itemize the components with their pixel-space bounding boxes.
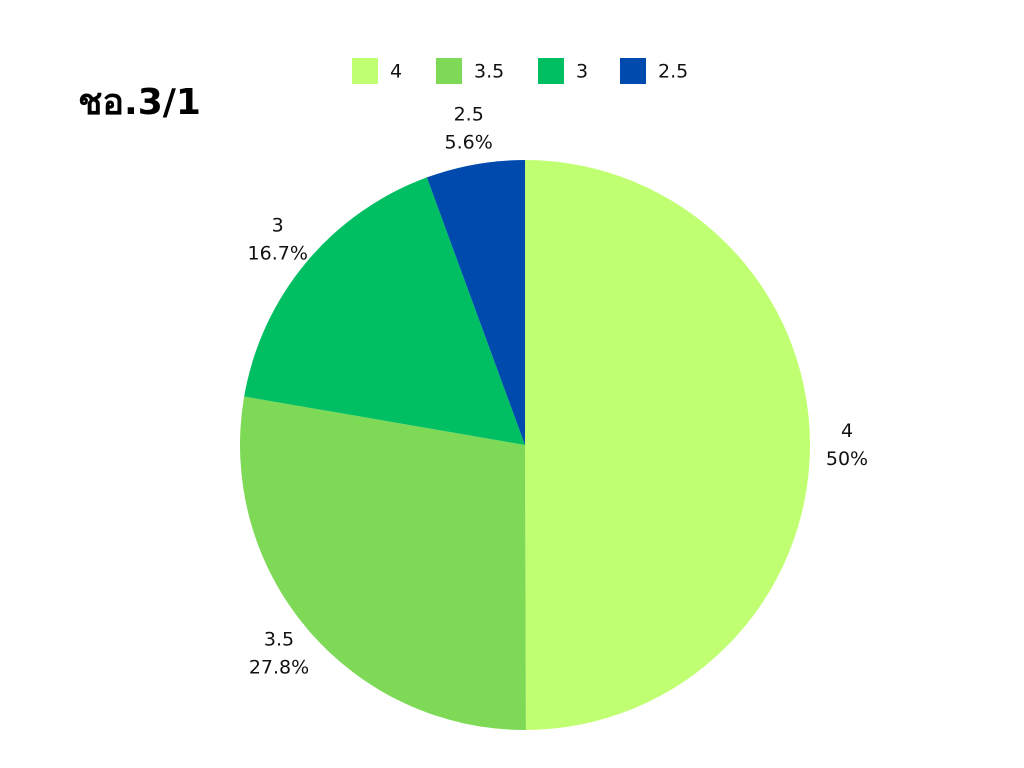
legend-swatch [352, 58, 378, 84]
legend-label: 2.5 [658, 61, 688, 83]
slice-category-label: 4 [841, 420, 853, 442]
legend-swatch [538, 58, 564, 84]
legend-label: 3 [576, 61, 588, 83]
pie-slice [426, 160, 525, 445]
legend-swatch [436, 58, 462, 84]
pie-slice [525, 160, 811, 730]
slice-value-label: 27.8% [249, 656, 309, 678]
slice-category-label: 3.5 [264, 628, 294, 650]
legend-label: 4 [390, 61, 402, 83]
slice-category-label: 2.5 [454, 103, 484, 125]
pie-slice [240, 396, 526, 731]
pie-slice [244, 177, 525, 446]
slice-value-label: 16.7% [248, 242, 308, 264]
legend-swatch [620, 58, 646, 84]
chart-title: ชอ.3/1 [78, 82, 201, 123]
legend-label: 3.5 [474, 61, 504, 83]
slice-category-label: 3 [272, 214, 284, 236]
slice-value-label: 50% [826, 448, 868, 470]
slice-value-label: 5.6% [445, 131, 493, 153]
